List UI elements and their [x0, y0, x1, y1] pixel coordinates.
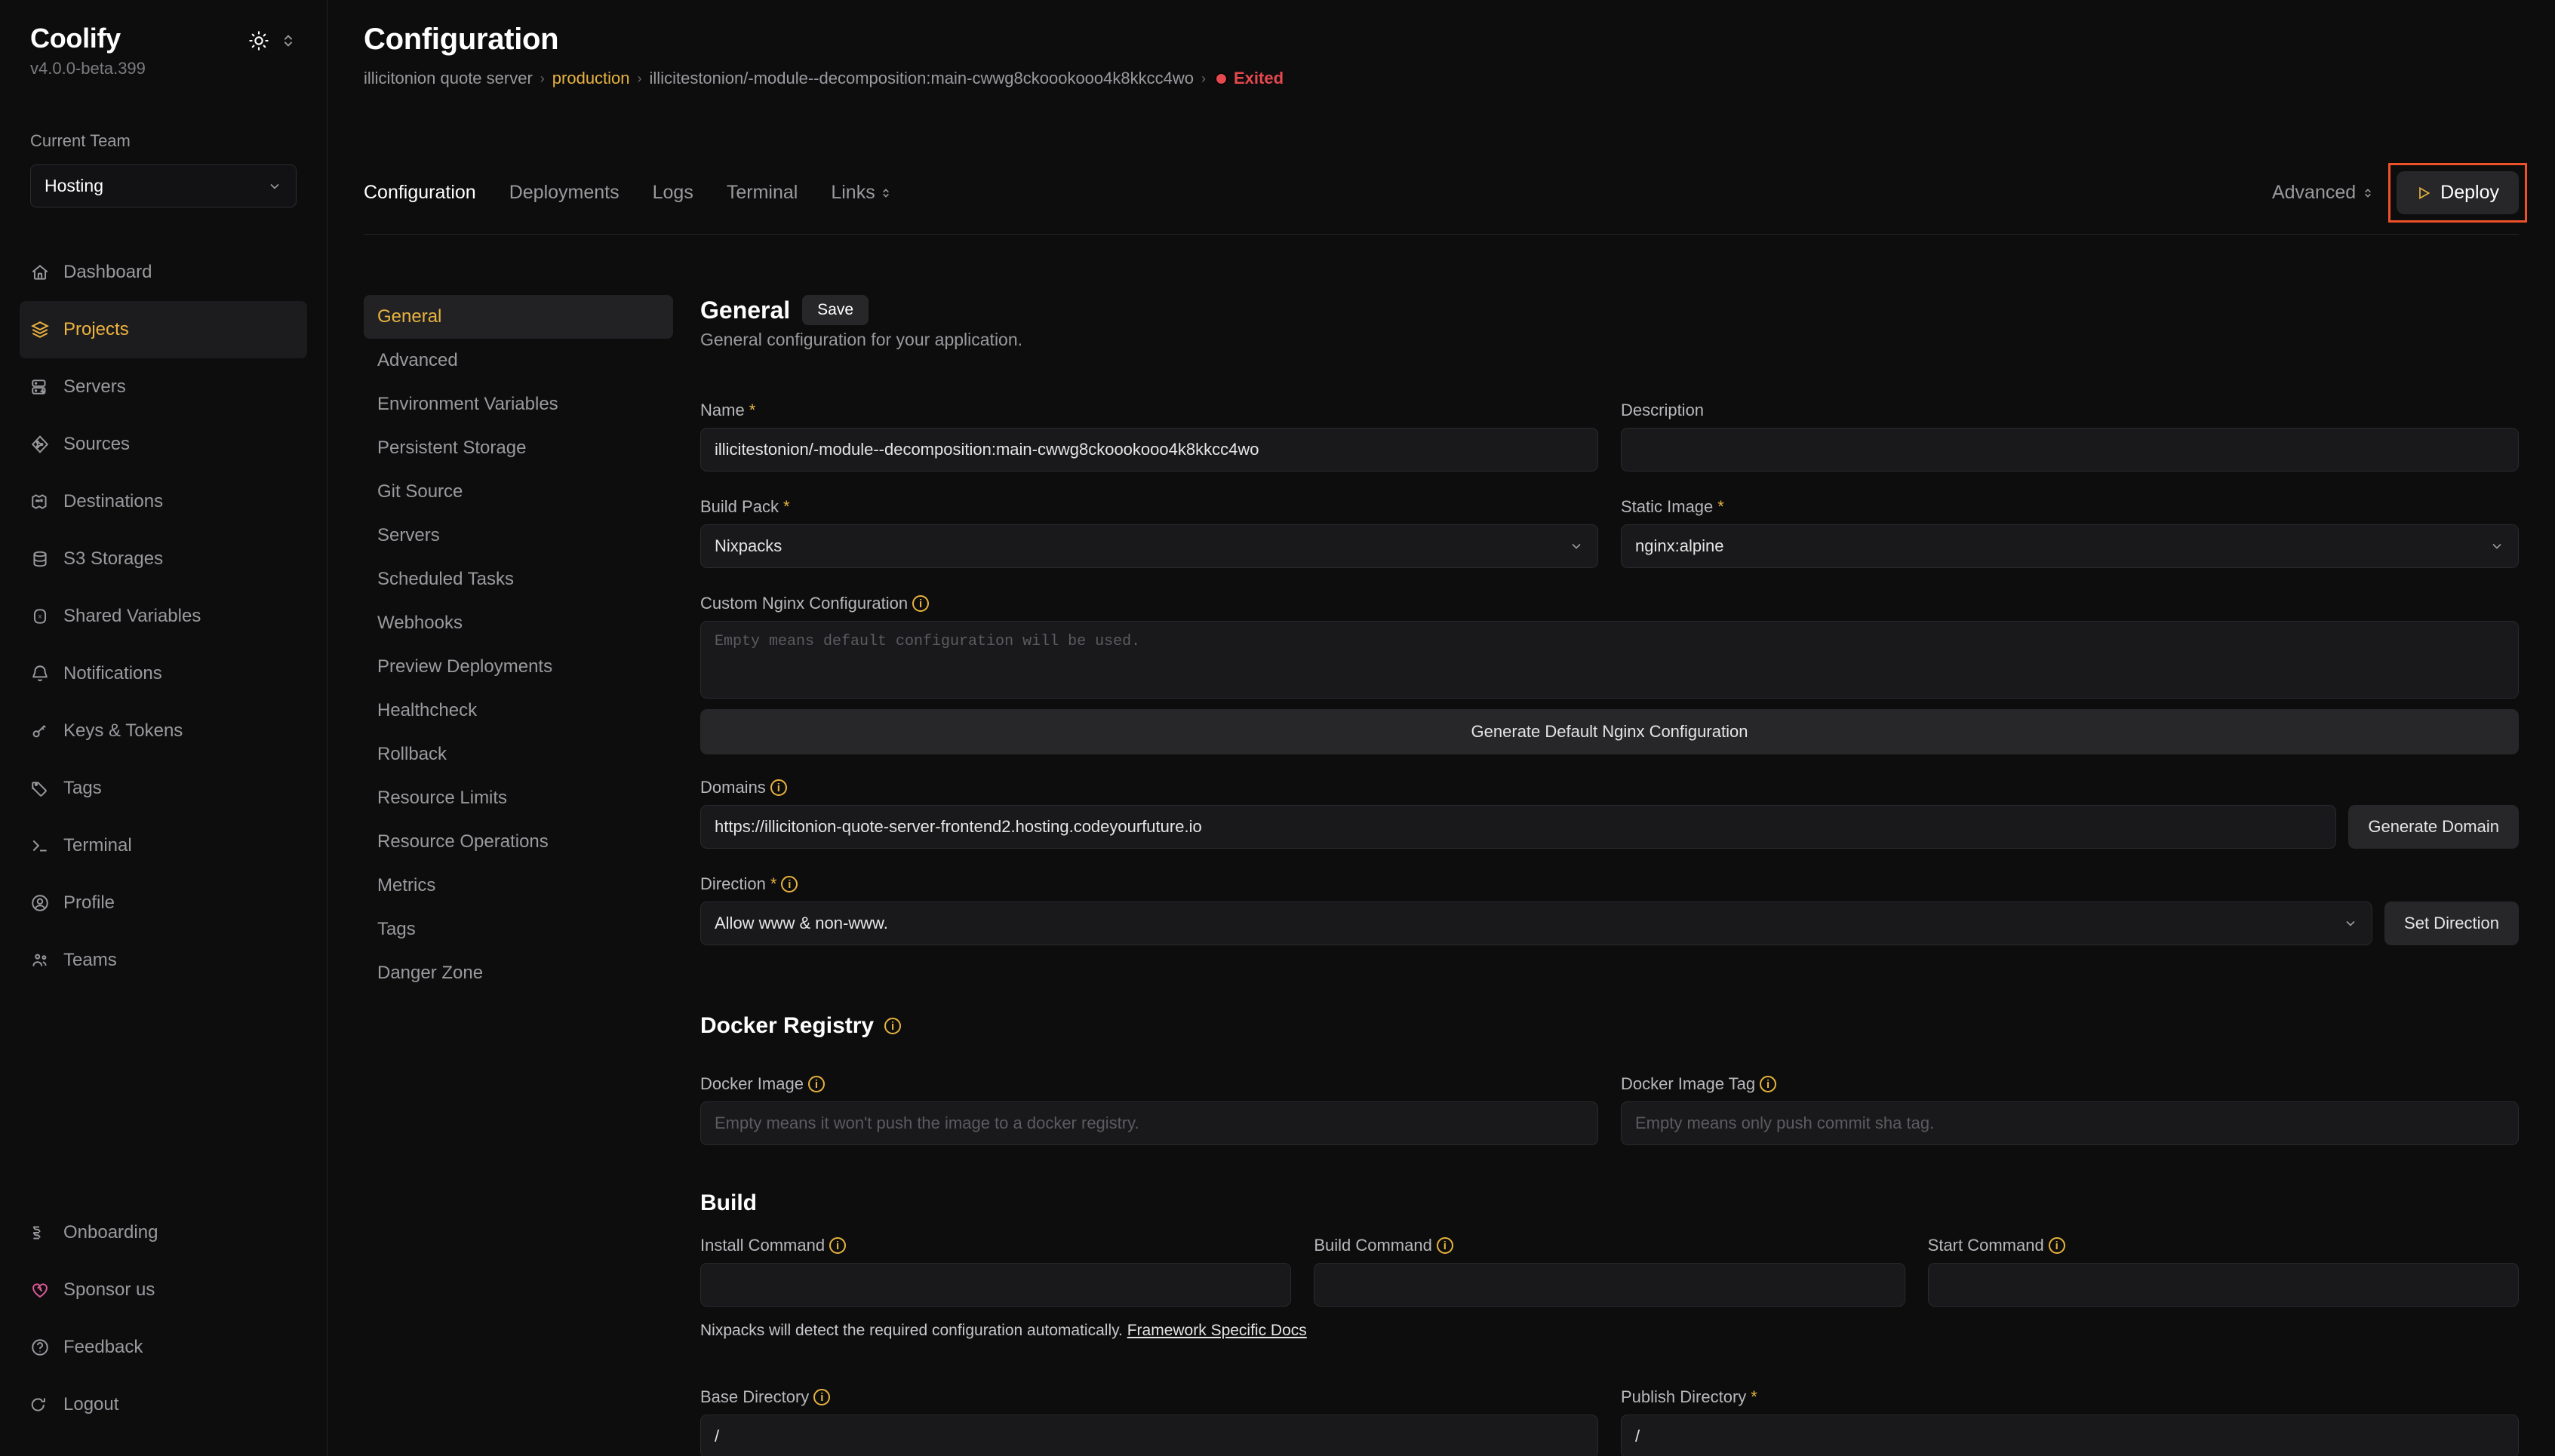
svg-text:x: x [38, 613, 42, 621]
